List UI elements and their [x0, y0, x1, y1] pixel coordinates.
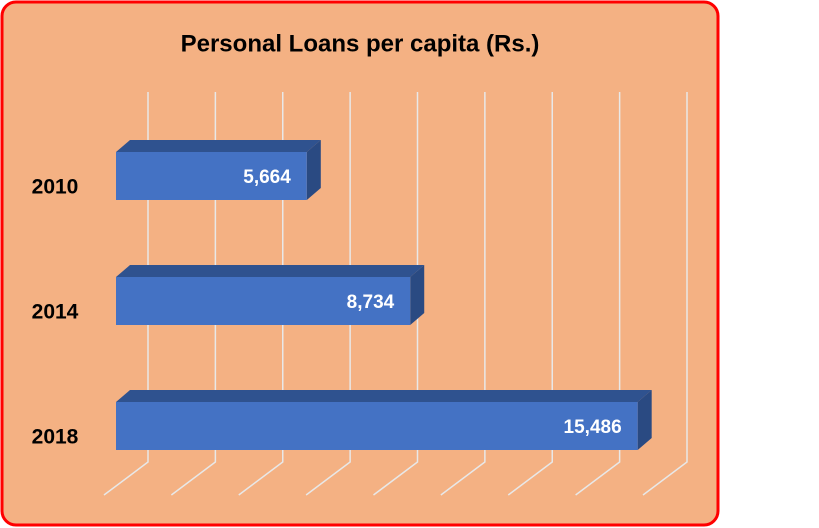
grid-line [440, 92, 486, 496]
bar-top [116, 265, 425, 277]
bar-side [637, 390, 652, 450]
bar-front [116, 402, 638, 450]
grid-line [238, 92, 284, 496]
y-tick-label: 2018 [32, 426, 79, 449]
bar [116, 140, 321, 200]
data-label: 8,734 [347, 292, 395, 313]
grid-line [507, 92, 553, 496]
y-tick-label: 2010 [32, 176, 79, 199]
bar-top [116, 390, 652, 402]
y-tick-label: 2014 [32, 301, 79, 324]
grid-line [305, 92, 351, 496]
chart-title: Personal Loans per capita (Rs.) [181, 30, 540, 57]
grid-line [103, 92, 149, 496]
data-label: 5,664 [243, 167, 291, 188]
bar-front [116, 277, 411, 325]
grid-line [575, 92, 621, 496]
bar-side [306, 140, 321, 200]
bar-side [410, 265, 425, 325]
bar-top [116, 140, 321, 152]
bar [116, 390, 652, 450]
data-label: 15,486 [564, 417, 622, 438]
bar-front [116, 152, 307, 200]
grid-line [642, 92, 688, 496]
grid-line [170, 92, 217, 496]
grid-line [373, 92, 419, 496]
bar [116, 265, 425, 325]
